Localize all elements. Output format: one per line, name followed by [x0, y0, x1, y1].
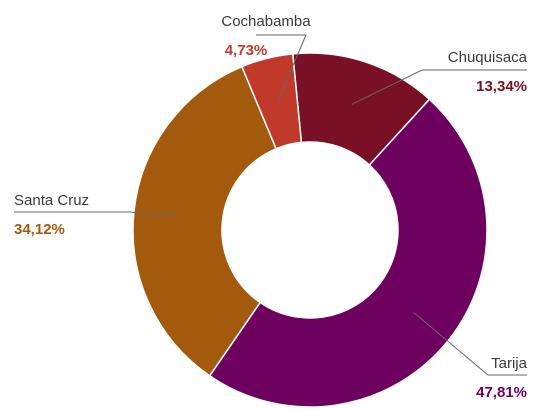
slice-tarija: [208, 98, 488, 408]
donut-slices: [132, 52, 488, 408]
slice-label-tarija: Tarija: [491, 355, 528, 372]
slice-labels: Chuquisaca 13,34% Tarija 47,81% Santa Cruz 34…: [14, 13, 528, 401]
leader-line-chuquisaca: [351, 69, 527, 105]
leader-line-tarija: [413, 312, 527, 376]
slice-santa-cruz: [132, 65, 278, 377]
slice-label-santa-cruz: Santa Cruz: [14, 192, 89, 209]
slice-value-santa-cruz: 34,12%: [14, 221, 65, 238]
slice-cochabamba: [240, 53, 303, 150]
slice-value-chuquisaca: 13,34%: [476, 78, 527, 95]
slice-label-chuquisaca: Chuquisaca: [448, 49, 528, 66]
slice-value-tarija: 47,81%: [476, 384, 527, 401]
leader-line-cochabamba: [256, 34, 307, 102]
slice-value-cochabamba: 4,73%: [225, 42, 268, 59]
slice-label-cochabamba: Cochabamba: [221, 13, 311, 30]
leader-line-santa-cruz: [14, 211, 179, 217]
